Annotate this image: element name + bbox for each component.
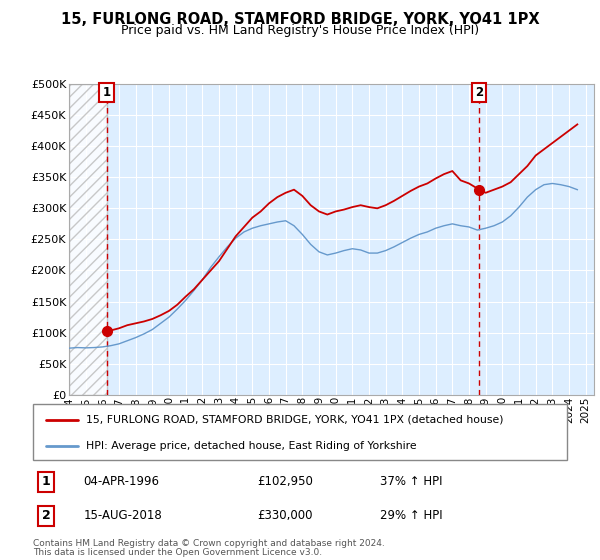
Text: 15, FURLONG ROAD, STAMFORD BRIDGE, YORK, YO41 1PX: 15, FURLONG ROAD, STAMFORD BRIDGE, YORK,… <box>61 12 539 27</box>
Text: 37% ↑ HPI: 37% ↑ HPI <box>380 475 443 488</box>
Text: 29% ↑ HPI: 29% ↑ HPI <box>380 509 443 522</box>
Text: Price paid vs. HM Land Registry's House Price Index (HPI): Price paid vs. HM Land Registry's House … <box>121 24 479 37</box>
Text: 15-AUG-2018: 15-AUG-2018 <box>84 509 163 522</box>
Text: 1: 1 <box>42 475 51 488</box>
Text: 15, FURLONG ROAD, STAMFORD BRIDGE, YORK, YO41 1PX (detached house): 15, FURLONG ROAD, STAMFORD BRIDGE, YORK,… <box>86 415 504 425</box>
Text: HPI: Average price, detached house, East Riding of Yorkshire: HPI: Average price, detached house, East… <box>86 441 417 451</box>
Text: 2: 2 <box>475 86 484 99</box>
Text: £330,000: £330,000 <box>257 509 313 522</box>
Text: 1: 1 <box>103 86 110 99</box>
Text: 2: 2 <box>42 509 51 522</box>
Text: This data is licensed under the Open Government Licence v3.0.: This data is licensed under the Open Gov… <box>33 548 322 557</box>
Text: Contains HM Land Registry data © Crown copyright and database right 2024.: Contains HM Land Registry data © Crown c… <box>33 539 385 548</box>
Bar <box>69 84 107 395</box>
Text: 04-APR-1996: 04-APR-1996 <box>84 475 160 488</box>
Text: £102,950: £102,950 <box>257 475 313 488</box>
